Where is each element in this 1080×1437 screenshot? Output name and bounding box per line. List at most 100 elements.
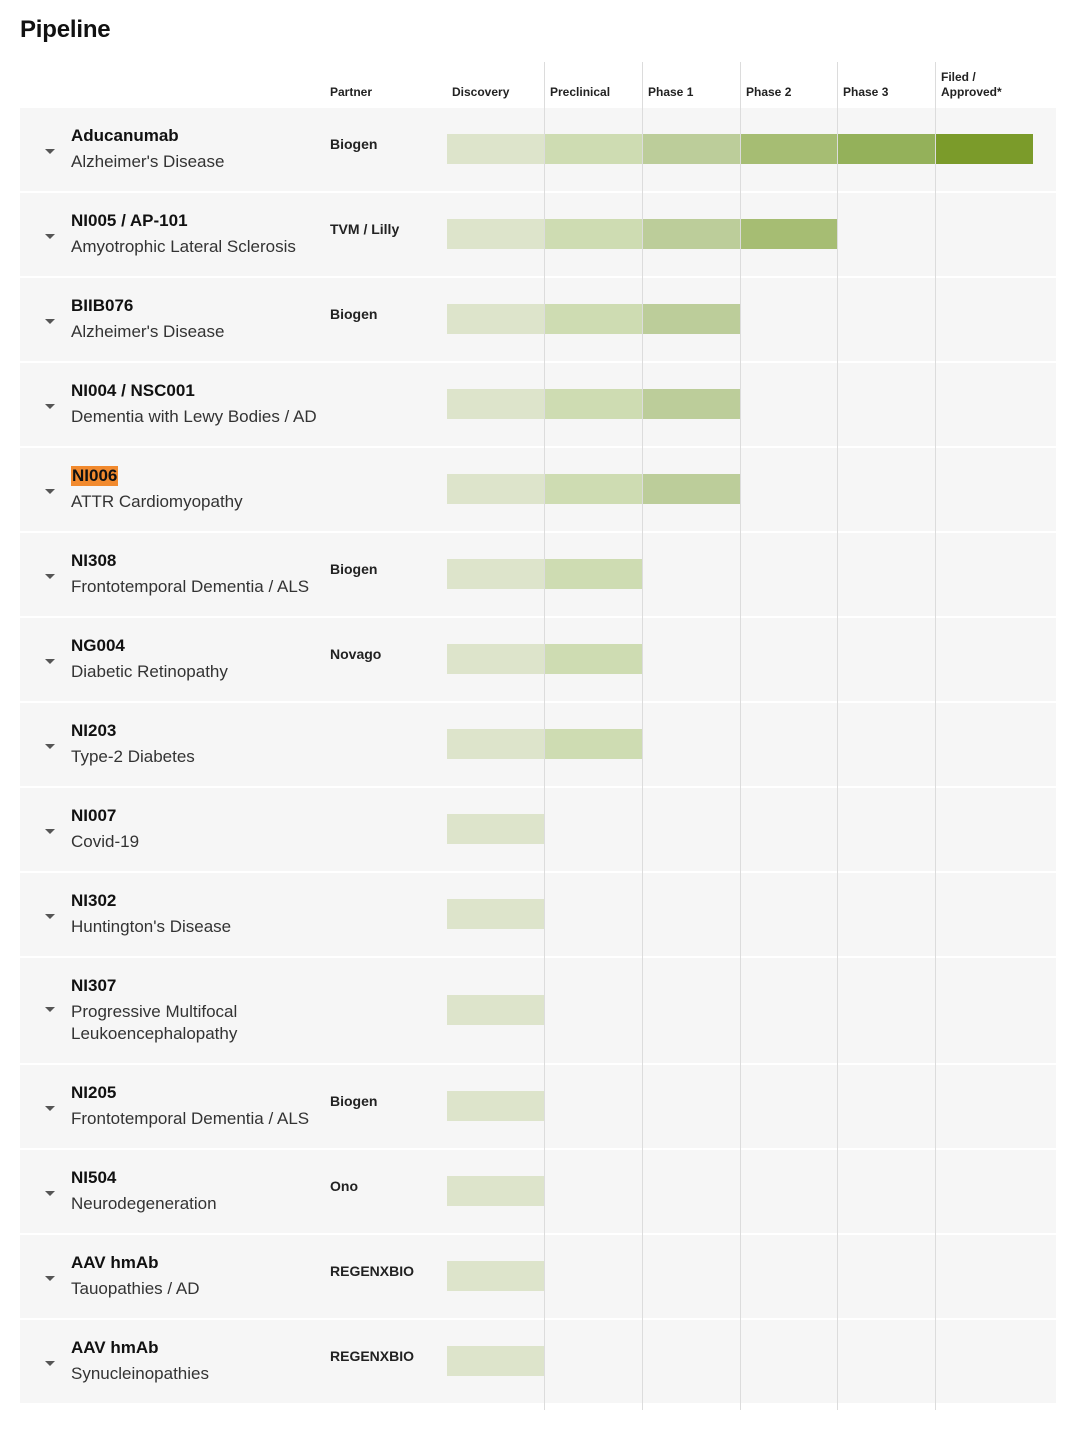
- phase-segment: [837, 134, 935, 164]
- pipeline-row[interactable]: Aducanumab Alzheimer's Disease Biogen: [20, 108, 1056, 191]
- grid-line: [642, 62, 643, 1410]
- phase-segment: [447, 219, 544, 249]
- chevron-down-icon[interactable]: [45, 234, 55, 239]
- phase-segment: [447, 814, 544, 844]
- chevron-down-icon[interactable]: [45, 744, 55, 749]
- chevron-down-icon[interactable]: [45, 1191, 55, 1196]
- phase1-column-header: Phase 1: [648, 85, 694, 99]
- phase-segment: [642, 219, 740, 249]
- chevron-down-icon[interactable]: [45, 659, 55, 664]
- pipeline-row[interactable]: NI007 Covid-19: [20, 788, 1056, 871]
- phase2-column-header: Phase 2: [746, 85, 792, 99]
- progress-bar: [447, 474, 740, 504]
- partner-name: Biogen: [330, 136, 378, 152]
- chevron-down-icon[interactable]: [45, 1106, 55, 1111]
- partner-name: REGENXBIO: [330, 1263, 415, 1279]
- partner-name: Biogen: [330, 306, 378, 322]
- phase-segment: [544, 219, 642, 249]
- progress-bar: [447, 134, 1033, 164]
- pipeline-row[interactable]: NI308 Frontotemporal Dementia / ALS Biogen: [20, 533, 1056, 616]
- pipeline-row[interactable]: NI302 Huntington's Disease: [20, 873, 1056, 956]
- pipeline-row[interactable]: NI203 Type-2 Diabetes: [20, 703, 1056, 786]
- phase-segment: [642, 304, 740, 334]
- chevron-down-icon[interactable]: [45, 319, 55, 324]
- pipeline-row[interactable]: BIIB076 Alzheimer's Disease Biogen: [20, 278, 1056, 361]
- grid-line: [935, 62, 936, 1410]
- partner-name: Biogen: [330, 561, 378, 577]
- pipeline-row[interactable]: NI006 ATTR Cardiomyopathy: [20, 448, 1056, 531]
- program-name: NI504: [71, 1168, 117, 1187]
- indication: Progressive Multifocal Leukoencephalopat…: [71, 1002, 238, 1043]
- program-name: NI302: [71, 891, 117, 910]
- progress-bar: [447, 814, 544, 844]
- phase-segment: [447, 1261, 544, 1291]
- phase-segment: [544, 304, 642, 334]
- indication: Type-2 Diabetes: [71, 747, 195, 766]
- indication: Frontotemporal Dementia / ALS: [71, 1109, 310, 1128]
- phase-segment: [447, 1346, 544, 1376]
- chevron-down-icon[interactable]: [45, 1361, 55, 1366]
- phase-segment: [544, 474, 642, 504]
- progress-bar: [447, 1261, 544, 1291]
- indication: Dementia with Lewy Bodies / AD: [71, 407, 317, 426]
- phase-segment: [447, 1091, 544, 1121]
- indication: Synucleinopathies: [71, 1364, 209, 1383]
- phase3-column-header: Phase 3: [843, 85, 889, 99]
- phase-segment: [740, 219, 837, 249]
- chevron-down-icon[interactable]: [45, 1276, 55, 1281]
- filed-approved-column-header: Filed / Approved*: [941, 70, 1002, 99]
- indication: Tauopathies / AD: [71, 1279, 200, 1298]
- pipeline-row[interactable]: NI307 Progressive Multifocal Leukoencepha…: [20, 958, 1056, 1063]
- program-name: AAV hmAb: [71, 1338, 159, 1357]
- indication: Frontotemporal Dementia / ALS: [71, 577, 310, 596]
- phase-segment: [544, 644, 642, 674]
- chevron-down-icon[interactable]: [45, 404, 55, 409]
- chevron-down-icon[interactable]: [45, 149, 55, 154]
- program-name: NI205: [71, 1083, 117, 1102]
- progress-bar: [447, 559, 642, 589]
- pipeline-row[interactable]: NI004 / NSC001 Dementia with Lewy Bodies …: [20, 363, 1056, 446]
- phase-segment: [447, 899, 544, 929]
- progress-bar: [447, 389, 740, 419]
- pipeline-row[interactable]: NI504 Neurodegeneration Ono: [20, 1150, 1056, 1233]
- phase-segment: [447, 644, 544, 674]
- chevron-down-icon[interactable]: [45, 489, 55, 494]
- indication: Neurodegeneration: [71, 1194, 217, 1213]
- grid-line: [837, 62, 838, 1410]
- program-name: NG004: [71, 636, 125, 655]
- phase-segment: [544, 389, 642, 419]
- phase-segment: [544, 729, 642, 759]
- chevron-down-icon[interactable]: [45, 1007, 55, 1012]
- program-name: NI308: [71, 551, 117, 570]
- progress-bar: [447, 304, 740, 334]
- progress-bar: [447, 729, 642, 759]
- program-name: NI005 / AP-101: [71, 211, 188, 230]
- progress-bar: [447, 899, 544, 929]
- pipeline-row[interactable]: NG004 Diabetic Retinopathy Novago: [20, 618, 1056, 701]
- program-name: AAV hmAb: [71, 1253, 159, 1272]
- phase-segment: [447, 559, 544, 589]
- phase-segment: [447, 1176, 544, 1206]
- phase-segment: [447, 995, 544, 1025]
- grid-line: [544, 62, 545, 1410]
- pipeline-list: Aducanumab Alzheimer's Disease Biogen NI005…: [20, 108, 1056, 1405]
- phase-segment: [447, 729, 544, 759]
- chevron-down-icon[interactable]: [45, 829, 55, 834]
- pipeline-row[interactable]: NI205 Frontotemporal Dementia / ALS Biogen: [20, 1065, 1056, 1148]
- program-name: Aducanumab: [71, 126, 179, 145]
- program-name: NI007: [71, 806, 117, 825]
- phase-segment: [642, 389, 740, 419]
- chevron-down-icon[interactable]: [45, 574, 55, 579]
- chevron-down-icon[interactable]: [45, 914, 55, 919]
- preclinical-column-header: Preclinical: [550, 85, 611, 99]
- program-name: NI004 / NSC001: [71, 381, 195, 400]
- indication: Covid-19: [71, 832, 140, 851]
- progress-bar: [447, 219, 837, 249]
- phase-segment: [935, 134, 1033, 164]
- pipeline-row[interactable]: NI005 / AP-101 Amyotrophic Lateral Sclero…: [20, 193, 1056, 276]
- indication: Diabetic Retinopathy: [71, 662, 228, 681]
- phase-segment: [544, 134, 642, 164]
- phase-segment: [642, 474, 740, 504]
- pipeline-row[interactable]: AAV hmAb Tauopathies / AD REGENXBIO: [20, 1235, 1056, 1318]
- pipeline-row[interactable]: AAV hmAb Synucleinopathies REGENXBIO: [20, 1320, 1056, 1403]
